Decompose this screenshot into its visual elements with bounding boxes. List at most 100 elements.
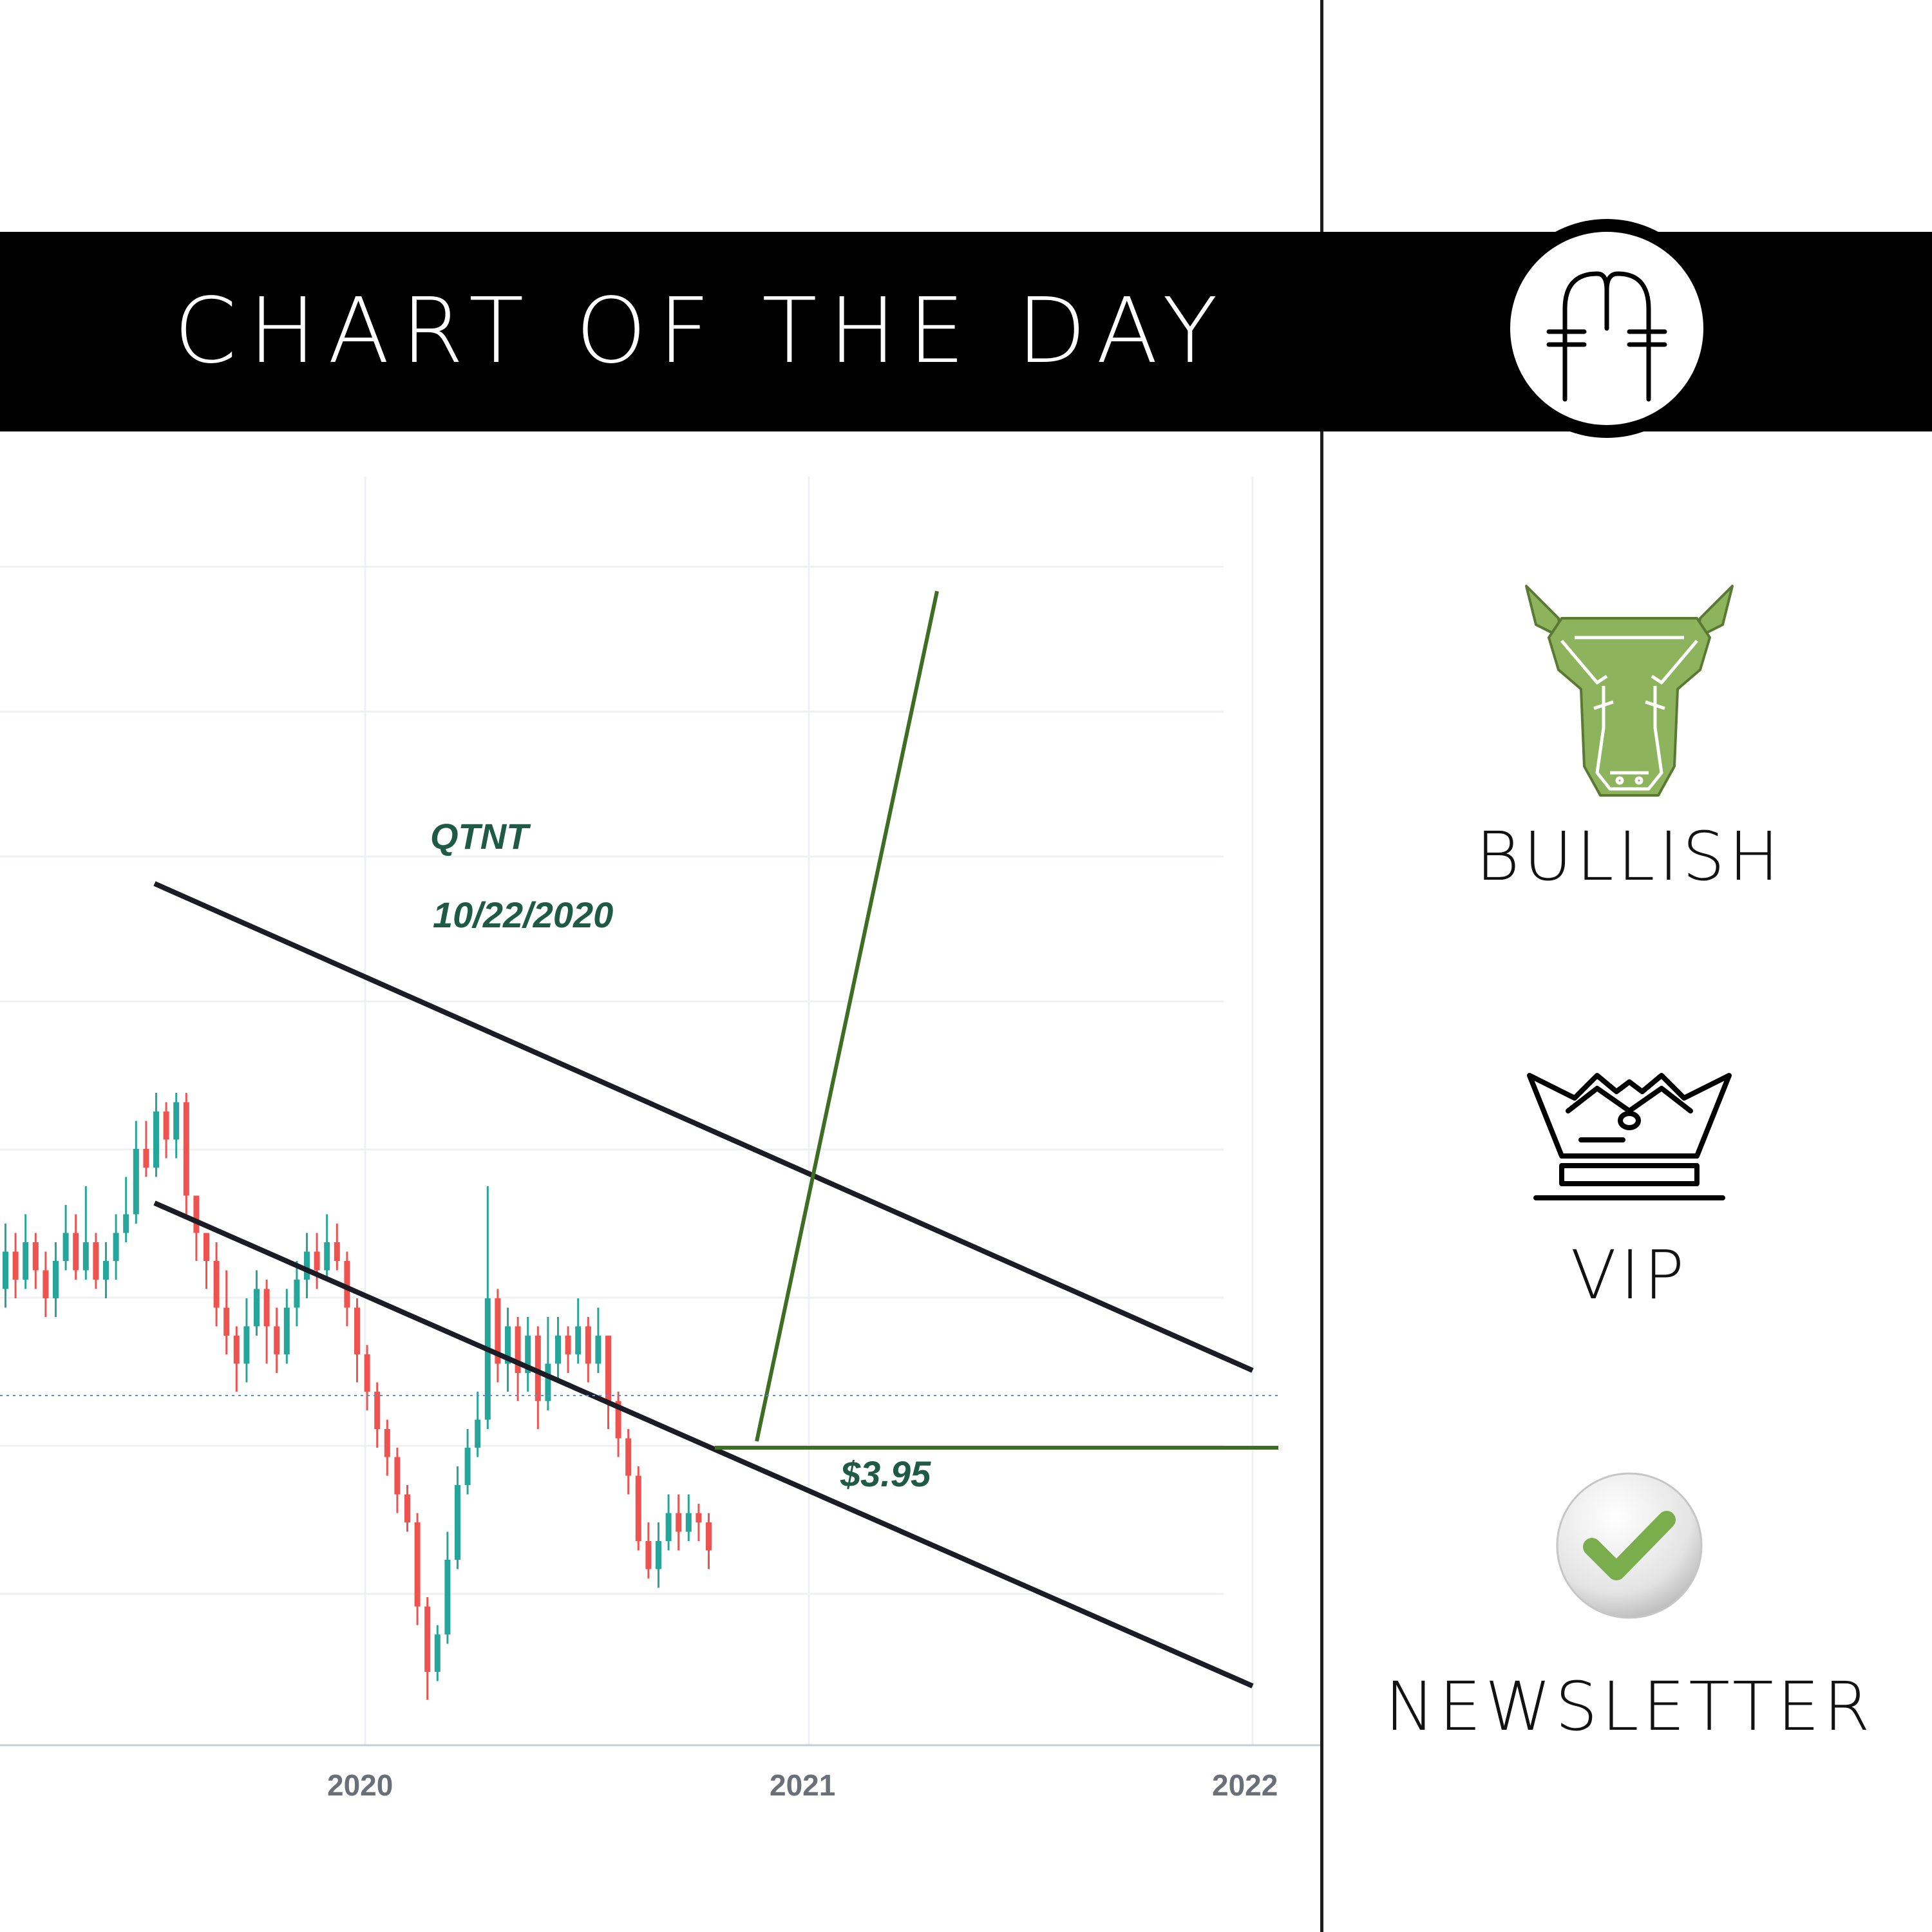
- candle: [93, 1233, 99, 1289]
- bull-head-icon: [1525, 585, 1734, 797]
- candle: [555, 1317, 561, 1383]
- candle: [294, 1261, 300, 1327]
- candle: [585, 1317, 591, 1383]
- candle-body: [32, 1242, 39, 1271]
- banner-title: CHART OF THE DAY: [174, 279, 1229, 384]
- candle-body: [334, 1242, 340, 1261]
- candle-body: [394, 1457, 401, 1495]
- sidebar-item-vip[interactable]: VIP: [1327, 1063, 1932, 1314]
- candle: [394, 1448, 401, 1513]
- candle: [364, 1345, 370, 1410]
- candle-body: [314, 1251, 320, 1271]
- candle: [32, 1233, 39, 1289]
- candle: [414, 1513, 421, 1625]
- candle-body: [3, 1251, 8, 1289]
- candle: [243, 1298, 250, 1383]
- candle-body: [424, 1606, 431, 1672]
- candle: [384, 1419, 390, 1476]
- candle: [334, 1224, 340, 1271]
- candle: [254, 1270, 260, 1336]
- candle-body: [274, 1326, 280, 1354]
- candle-body: [464, 1448, 471, 1485]
- candle-body: [163, 1112, 169, 1140]
- candle-body: [173, 1102, 180, 1140]
- candle-body: [213, 1261, 220, 1308]
- candle: [3, 1224, 8, 1308]
- candle-body: [455, 1485, 460, 1560]
- candle: [233, 1326, 240, 1392]
- candle: [676, 1494, 682, 1551]
- candle: [424, 1597, 431, 1700]
- candle: [645, 1522, 652, 1578]
- candle: [625, 1429, 632, 1495]
- candle: [545, 1317, 551, 1410]
- candle-body: [575, 1326, 582, 1354]
- candle: [404, 1485, 410, 1532]
- candle-body: [434, 1634, 440, 1672]
- candle: [575, 1298, 582, 1364]
- candle-body: [294, 1280, 300, 1308]
- candle: [615, 1392, 621, 1457]
- candle-body: [304, 1251, 310, 1280]
- candle: [263, 1280, 270, 1364]
- chart-grid: [0, 477, 1254, 1745]
- sidebar-label-newsletter: NEWSLETTER: [1385, 1667, 1874, 1746]
- candle: [324, 1214, 330, 1280]
- candle-body: [595, 1336, 601, 1364]
- checkmark-icon: [1556, 1472, 1703, 1619]
- candle-body: [23, 1242, 29, 1280]
- candle: [595, 1307, 601, 1373]
- candle-body: [505, 1326, 511, 1364]
- x-tick-2022: 2022: [1212, 1768, 1278, 1802]
- target-projection-line: [755, 591, 939, 1442]
- candle-body: [475, 1419, 481, 1448]
- candle: [183, 1093, 189, 1215]
- candle-body: [103, 1261, 109, 1280]
- candle: [706, 1513, 712, 1569]
- candle: [354, 1298, 360, 1383]
- sidebar-item-bullish[interactable]: BULLISH: [1327, 580, 1932, 895]
- candle: [82, 1186, 89, 1280]
- sidebar-label-bullish: BULLISH: [1475, 817, 1783, 896]
- candle: [23, 1214, 29, 1289]
- price-annotation: $3.95: [840, 1454, 931, 1494]
- candle: [515, 1317, 521, 1401]
- date-annotation: 10/22/2020: [433, 895, 613, 935]
- candle-body: [263, 1289, 270, 1327]
- candle-body: [354, 1307, 360, 1354]
- candle-body: [153, 1112, 159, 1168]
- candle: [274, 1307, 280, 1373]
- sidebar-label-vip: VIP: [1570, 1236, 1689, 1314]
- candle-body: [585, 1326, 591, 1364]
- candle: [143, 1121, 149, 1177]
- trend-overlays: [0, 591, 1320, 1747]
- candle-body: [223, 1307, 230, 1336]
- candle-body: [484, 1298, 491, 1420]
- candle: [565, 1326, 571, 1373]
- candle: [696, 1504, 702, 1541]
- candle: [314, 1233, 320, 1289]
- candle-body: [283, 1307, 290, 1354]
- candle: [525, 1317, 531, 1392]
- candle: [495, 1289, 501, 1383]
- candle: [73, 1214, 79, 1280]
- candle: [173, 1093, 180, 1159]
- candle: [665, 1494, 672, 1551]
- candle-body: [404, 1494, 410, 1522]
- sidebar-item-newsletter[interactable]: NEWSLETTER: [1327, 1468, 1932, 1745]
- candle: [53, 1242, 59, 1317]
- candle-body: [384, 1429, 390, 1457]
- candle: [12, 1233, 19, 1298]
- candle-body: [324, 1242, 330, 1271]
- candle-body: [53, 1261, 59, 1298]
- candle-body: [615, 1401, 621, 1439]
- candle-body: [143, 1149, 149, 1168]
- candle: [635, 1466, 641, 1551]
- candle-body: [193, 1195, 200, 1233]
- candle-body: [414, 1522, 421, 1607]
- candle: [444, 1531, 451, 1644]
- candle: [283, 1289, 290, 1364]
- candle-body: [183, 1102, 189, 1196]
- candle-body: [495, 1298, 501, 1364]
- candle: [374, 1382, 381, 1448]
